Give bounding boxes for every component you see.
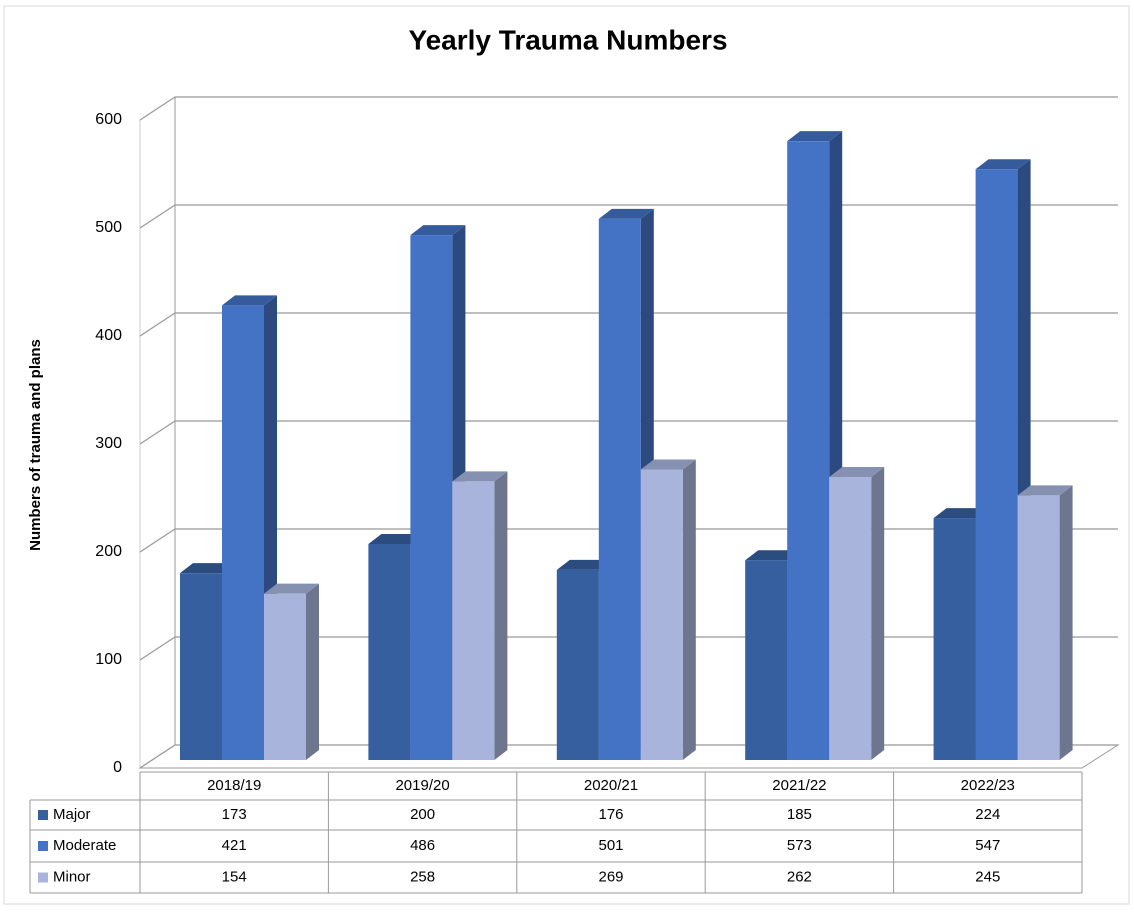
- table-value: 501: [598, 837, 623, 854]
- legend-key: [38, 810, 48, 820]
- bar: [264, 593, 306, 760]
- bar-side: [306, 583, 319, 760]
- y-tick-label: 400: [95, 327, 122, 344]
- table-value: 176: [598, 806, 623, 823]
- bar-top: [975, 159, 1031, 170]
- bar-top: [264, 583, 319, 594]
- bar: [410, 235, 453, 760]
- y-tick-label: 500: [95, 219, 122, 236]
- bar-side: [1059, 485, 1073, 760]
- bar: [556, 569, 599, 760]
- bar: [975, 169, 1018, 761]
- table-value: 269: [598, 868, 623, 885]
- bar-top: [1017, 485, 1073, 496]
- table-value: 258: [410, 868, 435, 885]
- bar-top: [556, 559, 612, 570]
- bar-side: [494, 471, 508, 760]
- bar: [598, 218, 641, 761]
- bar-top: [368, 534, 424, 544]
- y-tick-label: 100: [95, 651, 122, 668]
- bar-top: [933, 508, 989, 519]
- y-axis-label: Numbers of trauma and plans: [27, 339, 44, 551]
- grid-line: [139, 96, 1118, 121]
- chart-border: [3, 5, 1130, 905]
- table-value: 245: [975, 868, 1000, 885]
- bar: [368, 544, 411, 760]
- bar-top: [787, 131, 843, 142]
- bar: [1017, 495, 1060, 760]
- bar-top: [640, 459, 696, 470]
- bar-top: [452, 471, 508, 482]
- bar: [933, 518, 976, 760]
- bar: [745, 560, 788, 760]
- bar: [787, 141, 830, 760]
- table-value: 262: [787, 868, 812, 885]
- table-value: 154: [222, 868, 247, 885]
- table-value: 547: [975, 837, 1000, 854]
- table-value: 573: [787, 837, 812, 854]
- bar-top: [222, 295, 277, 306]
- legend-key: [38, 872, 48, 883]
- y-tick-label: 0: [113, 759, 122, 776]
- legend-label: Minor: [53, 868, 91, 885]
- bar-side: [871, 467, 885, 760]
- bar: [222, 305, 264, 760]
- chart-title: Yearly Trauma Numbers: [408, 24, 727, 55]
- bar: [180, 573, 222, 760]
- y-tick-label: 600: [95, 111, 122, 128]
- y-tick-label: 200: [95, 543, 122, 560]
- bar-top: [829, 467, 885, 478]
- x-tick-label: 2018/19: [207, 777, 261, 794]
- bar-top: [180, 563, 235, 574]
- bar-top: [745, 550, 801, 561]
- x-tick-label: 2020/21: [584, 777, 638, 794]
- legend-label: Major: [53, 806, 91, 823]
- table-value: 421: [222, 837, 247, 854]
- table-value: 185: [787, 806, 812, 823]
- bar: [829, 477, 872, 760]
- bar: [640, 469, 683, 760]
- bar-top: [410, 225, 466, 236]
- bar-side: [682, 459, 696, 760]
- x-tick-label: 2021/22: [772, 777, 826, 794]
- table-value: 173: [222, 806, 247, 823]
- bar: [452, 481, 495, 760]
- table-value: 224: [975, 806, 1000, 823]
- bar-top: [598, 208, 654, 219]
- table-value: 486: [410, 837, 435, 854]
- legend-key: [38, 841, 48, 851]
- y-tick-label: 300: [95, 435, 122, 452]
- legend-label: Moderate: [53, 837, 116, 854]
- table-value: 200: [410, 806, 435, 823]
- x-tick-label: 2022/23: [961, 777, 1015, 794]
- x-tick-label: 2019/20: [395, 777, 449, 794]
